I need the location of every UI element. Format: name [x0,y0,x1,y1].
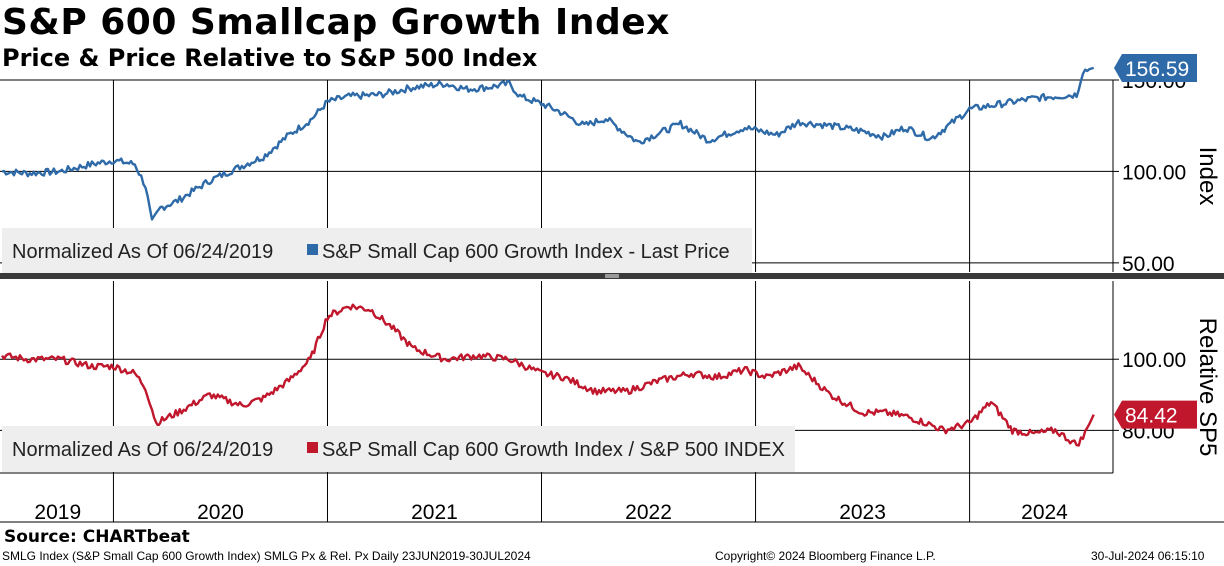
panel-separator-grip [605,274,619,278]
chart-subtitle: Price & Price Relative to S&P 500 Index [2,44,538,72]
y-axis-title: Index [1194,147,1221,206]
legend-swatch [307,442,318,453]
y-axis-title: Relative SP5 [1194,318,1221,457]
y-tick-label: 50.00 [1122,253,1175,276]
last-value-badge-shape [1114,400,1197,429]
footer-copyright: Copyright© 2024 Bloomberg Finance L.P. [715,549,936,563]
y-tick-label: 100.00 [1122,349,1186,372]
legend-series-name: S&P Small Cap 600 Growth Index / S&P 500… [322,439,785,461]
chart-title: S&P 600 Smallcap Growth Index [2,2,670,43]
legend-swatch [307,244,318,255]
legend: Normalized As Of 06/24/2019 S&P Small Cap… [2,228,752,274]
last-value-badge-shape [1114,53,1197,82]
footer-description: SMLG Index (S&P Small Cap 600 Growth Ind… [2,549,531,563]
y-tick-label: 100.00 [1122,161,1186,184]
x-tick-label: 2020 [197,501,244,524]
legend-normalized-note: Normalized As Of 06/24/2019 [12,439,273,461]
x-tick-label: 2021 [411,501,458,524]
legend-background [2,426,795,472]
legend: Normalized As Of 06/24/2019 S&P Small Cap… [2,426,795,472]
legend-normalized-note: Normalized As Of 06/24/2019 [12,241,273,263]
last-value-label: 156.59 [1125,58,1189,81]
x-tick-label: 2019 [34,501,81,524]
x-tick-label: 2022 [625,501,672,524]
footer-timestamp: 30-Jul-2024 06:15:10 [1091,549,1205,563]
last-value-badge: 84.42 [1114,400,1197,429]
legend-series-name: S&P Small Cap 600 Growth Index - Last Pr… [322,241,730,263]
x-tick-label: 2024 [1021,501,1068,524]
relative-series-line [1,303,1095,447]
x-tick-label: 2023 [839,501,886,524]
last-value-badge: 156.59 [1114,53,1197,82]
source-note: Source: CHARTbeat [4,527,190,547]
legend-background [2,228,752,274]
price-series-line [1,66,1095,221]
last-value-label: 84.42 [1125,405,1178,428]
